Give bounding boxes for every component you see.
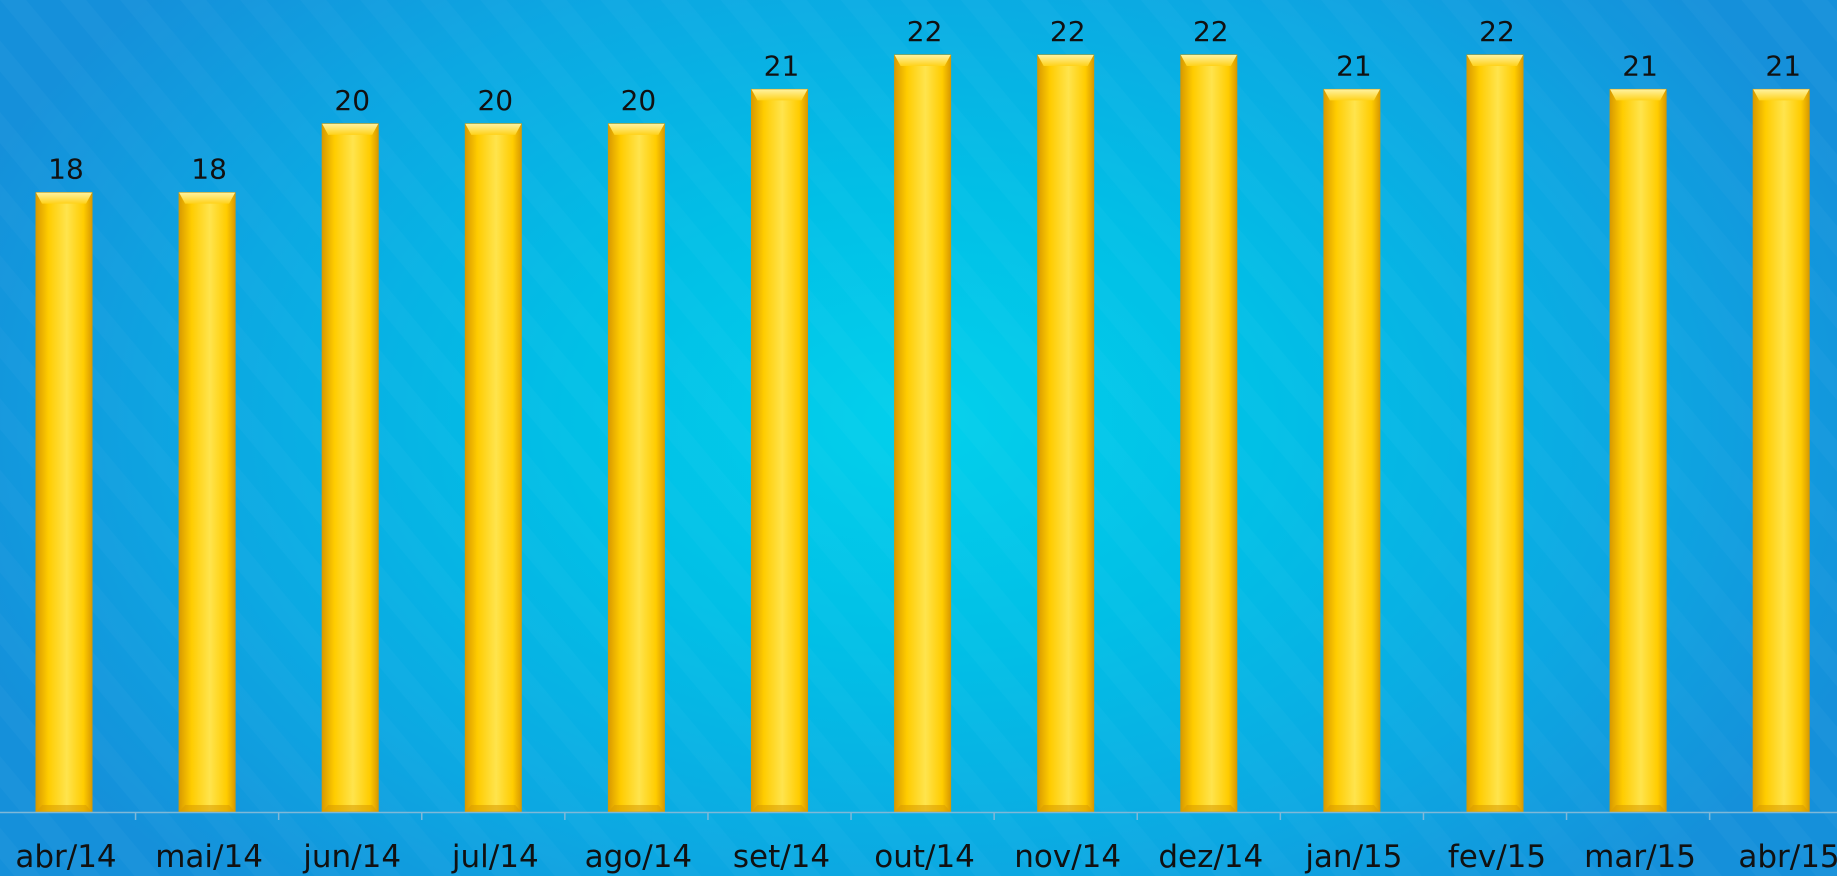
bar-value-label: 18 bbox=[48, 153, 84, 186]
bar bbox=[894, 54, 952, 813]
bar-base-bevel bbox=[751, 805, 808, 812]
bar-cap bbox=[608, 123, 665, 135]
bar bbox=[751, 88, 808, 813]
bar-body bbox=[321, 123, 379, 813]
bar-body bbox=[464, 123, 522, 813]
bar-body bbox=[607, 123, 665, 813]
bar-value-label: 18 bbox=[191, 153, 227, 186]
bar bbox=[321, 123, 379, 813]
x-tick-label: abr/14 bbox=[15, 839, 116, 875]
x-tick-label: abr/15 bbox=[1738, 839, 1837, 875]
bar-base-bevel bbox=[1467, 805, 1523, 812]
bar bbox=[1180, 54, 1238, 813]
bar bbox=[35, 192, 93, 813]
bar-cap bbox=[36, 192, 92, 204]
bar-value-label: 20 bbox=[334, 84, 370, 117]
bar-base-bevel bbox=[894, 805, 951, 812]
bar bbox=[1609, 88, 1667, 813]
bar bbox=[1752, 88, 1810, 813]
bar bbox=[1323, 88, 1381, 813]
bar-base-bevel bbox=[608, 805, 665, 812]
bar-body bbox=[1466, 54, 1524, 813]
bar-value-label: 21 bbox=[1765, 49, 1801, 82]
bars-layer bbox=[35, 54, 1810, 813]
bar-base-bevel bbox=[36, 805, 92, 812]
x-tick-label: ago/14 bbox=[585, 839, 693, 875]
bar-value-label: 21 bbox=[764, 49, 800, 82]
bar bbox=[464, 123, 522, 813]
data-labels: 18 18 20 20 20 21 22 22 22 21 22 21 21 bbox=[48, 15, 1801, 186]
bar-body bbox=[1037, 54, 1095, 813]
x-tick-label: jul/14 bbox=[451, 839, 539, 875]
bar-body bbox=[1180, 54, 1238, 813]
bar-cap bbox=[751, 89, 808, 101]
bar-cap bbox=[894, 55, 951, 66]
bar-cap bbox=[179, 192, 236, 204]
bar bbox=[178, 192, 236, 813]
bar-cap bbox=[1323, 89, 1380, 101]
bar-value-label: 21 bbox=[1622, 49, 1658, 82]
bar-value-label: 22 bbox=[907, 15, 943, 48]
bar-body bbox=[894, 54, 952, 813]
bar-base-bevel bbox=[1610, 805, 1667, 812]
bar-body bbox=[751, 88, 808, 813]
x-tick-label: nov/14 bbox=[1014, 839, 1121, 875]
bar-value-label: 22 bbox=[1193, 15, 1229, 48]
bar bbox=[1037, 54, 1095, 813]
bar-value-label: 21 bbox=[1336, 49, 1372, 82]
bar-cap bbox=[1180, 55, 1237, 66]
x-tick-label: jan/15 bbox=[1304, 839, 1402, 875]
bar-base-bevel bbox=[1180, 805, 1237, 812]
x-axis-labels: abr/14 mai/14 jun/14 jul/14 ago/14 set/14 out/… bbox=[15, 839, 1837, 875]
bar bbox=[607, 123, 665, 813]
bar-base-bevel bbox=[1037, 805, 1094, 812]
x-axis-ticks bbox=[134, 812, 1711, 820]
bar-cap bbox=[1467, 55, 1523, 66]
bar-cap bbox=[322, 123, 379, 135]
bar-cap bbox=[465, 123, 522, 135]
bar bbox=[1466, 54, 1524, 813]
x-tick-label: out/14 bbox=[874, 839, 975, 875]
bar-cap bbox=[1037, 55, 1094, 66]
bar-base-bevel bbox=[1323, 805, 1380, 812]
bar-base-bevel bbox=[1753, 805, 1810, 812]
x-tick-label: set/14 bbox=[733, 839, 830, 875]
x-tick-label: mar/15 bbox=[1584, 839, 1696, 875]
bar-body bbox=[1752, 88, 1810, 813]
x-tick-label: mai/14 bbox=[155, 839, 263, 875]
bar-value-label: 20 bbox=[477, 84, 513, 117]
bar-base-bevel bbox=[465, 805, 522, 812]
x-tick-label: dez/14 bbox=[1158, 839, 1263, 875]
bar-base-bevel bbox=[322, 805, 379, 812]
x-tick-label: fev/15 bbox=[1448, 839, 1546, 875]
bar-value-label: 22 bbox=[1479, 15, 1515, 48]
x-tick-label: jun/14 bbox=[302, 839, 401, 875]
bar-value-label: 22 bbox=[1050, 15, 1086, 48]
bar-cap bbox=[1610, 89, 1667, 101]
bar-body bbox=[1323, 88, 1381, 813]
bar-body bbox=[1609, 88, 1667, 813]
bar-base-bevel bbox=[179, 805, 236, 812]
bar-body bbox=[35, 192, 93, 813]
bar-body bbox=[178, 192, 236, 813]
bar-value-label: 20 bbox=[621, 84, 657, 117]
bar-cap bbox=[1753, 89, 1810, 101]
